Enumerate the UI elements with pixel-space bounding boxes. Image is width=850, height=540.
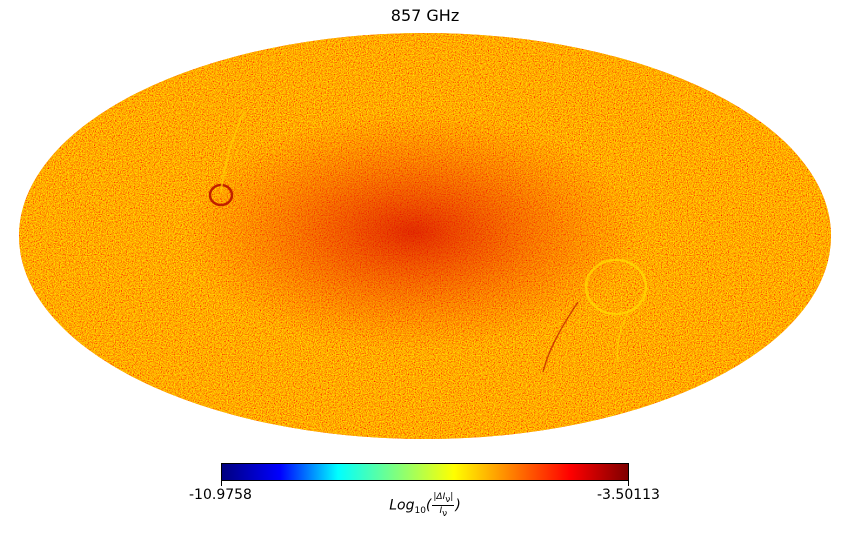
label-numerator-sub: ν <box>445 494 451 505</box>
sky-map <box>18 32 832 440</box>
label-fraction: |ΔIν| Iν <box>432 492 455 519</box>
label-log-base: 10 <box>414 506 426 517</box>
label-numerator: |ΔI <box>433 492 446 502</box>
colorbar <box>221 463 629 481</box>
map-title: 857 GHz <box>390 6 460 25</box>
colorbar-min-label: -10.9758 <box>189 487 252 503</box>
label-denominator-sub: ν <box>442 508 448 519</box>
colorbar-max-label: -3.50113 <box>597 487 660 503</box>
colorbar-min-tick <box>221 481 222 486</box>
label-numerator-end: | <box>450 492 454 502</box>
colorbar-max-tick <box>628 481 629 486</box>
colorbar-axis-label: Log10(|ΔIν| Iν) <box>389 492 461 519</box>
map-pixels <box>19 33 831 439</box>
label-denominator: I <box>439 505 443 516</box>
label-prefix: Log <box>389 497 415 514</box>
